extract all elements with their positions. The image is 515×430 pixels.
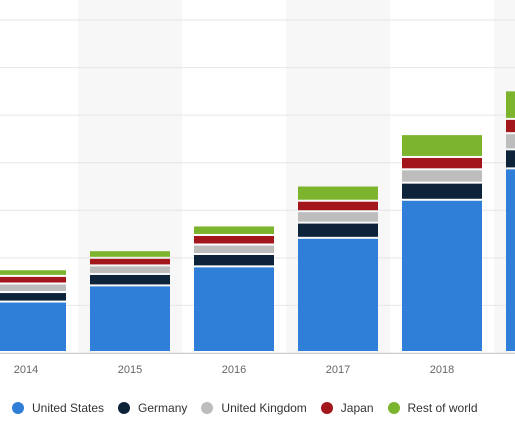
bar-germany-2014[interactable] [0,293,66,301]
legend-dot-icon [387,402,400,414]
bar-united-kingdom-2017[interactable] [298,212,378,222]
bar-rest-of-world-2015[interactable] [90,251,170,257]
bar-united-states-2015[interactable] [90,286,170,351]
legend-item-united-states[interactable]: United States [12,401,104,415]
bar-rest-of-world-2014[interactable] [0,270,66,275]
legend-dot-icon [320,402,333,414]
bar-stacks [0,91,515,351]
bar-united-kingdom-2018[interactable] [402,170,482,182]
x-tick-label: 2017 [326,364,350,376]
legend-label: Germany [138,401,188,415]
bar-rest-of-world-2019[interactable] [506,91,515,118]
x-tick-label: 2016 [222,364,246,376]
bar-stack-2019 [506,91,515,351]
legend-dot-icon [12,402,24,414]
x-tick-label: 2015 [118,364,142,376]
bar-rest-of-world-2018[interactable] [402,135,482,156]
bar-germany-2019[interactable] [506,150,515,168]
bar-stack-2016 [194,226,274,351]
bar-japan-2015[interactable] [90,258,170,265]
bar-japan-2018[interactable] [402,157,482,169]
x-axis-tick-labels: 201420152016201720182019 [14,364,454,376]
bar-stack-2018 [402,135,482,351]
bar-stack-2014 [0,270,66,351]
bar-united-states-2017[interactable] [298,238,378,351]
bar-stack-2015 [90,251,170,351]
bar-united-states-2014[interactable] [0,302,66,351]
legend-label: United States [32,401,105,415]
legend-item-rest-of-world[interactable]: Rest of world [387,401,478,415]
legend-item-united-kingdom[interactable]: United Kingdom [201,401,307,415]
bar-rest-of-world-2016[interactable] [194,226,274,234]
bar-united-states-2016[interactable] [194,267,274,351]
bar-united-kingdom-2015[interactable] [90,266,170,273]
bar-united-kingdom-2019[interactable] [506,134,515,149]
bar-united-states-2018[interactable] [402,200,482,351]
legend-label: Japan [340,401,374,415]
bar-germany-2018[interactable] [402,183,482,199]
legend-label: Rest of world [407,401,478,415]
bar-stack-2017 [298,186,378,351]
bar-japan-2017[interactable] [298,201,378,211]
chart-plot: 201420152016201720182019 [0,19,515,376]
legend-dot-icon [201,402,214,414]
x-tick-label: 2014 [14,364,38,376]
bar-japan-2016[interactable] [194,235,274,244]
bar-japan-2014[interactable] [0,276,66,283]
legend-dot-icon [118,402,131,414]
bar-united-kingdom-2016[interactable] [194,245,274,254]
bar-united-kingdom-2014[interactable] [0,284,66,292]
legend-label: United Kingdom [221,401,307,415]
bar-germany-2015[interactable] [90,274,170,285]
legend-item-germany[interactable]: Germany [118,401,187,415]
bar-united-states-2019[interactable] [506,169,515,351]
legend: United States Germany United Kingdom Japan R… [0,396,515,420]
bar-germany-2016[interactable] [194,255,274,266]
x-tick-label: 2018 [430,364,454,376]
legend-item-japan[interactable]: Japan [320,401,374,415]
bar-rest-of-world-2017[interactable] [298,186,378,200]
bar-japan-2019[interactable] [506,119,515,133]
bar-germany-2017[interactable] [298,223,378,237]
